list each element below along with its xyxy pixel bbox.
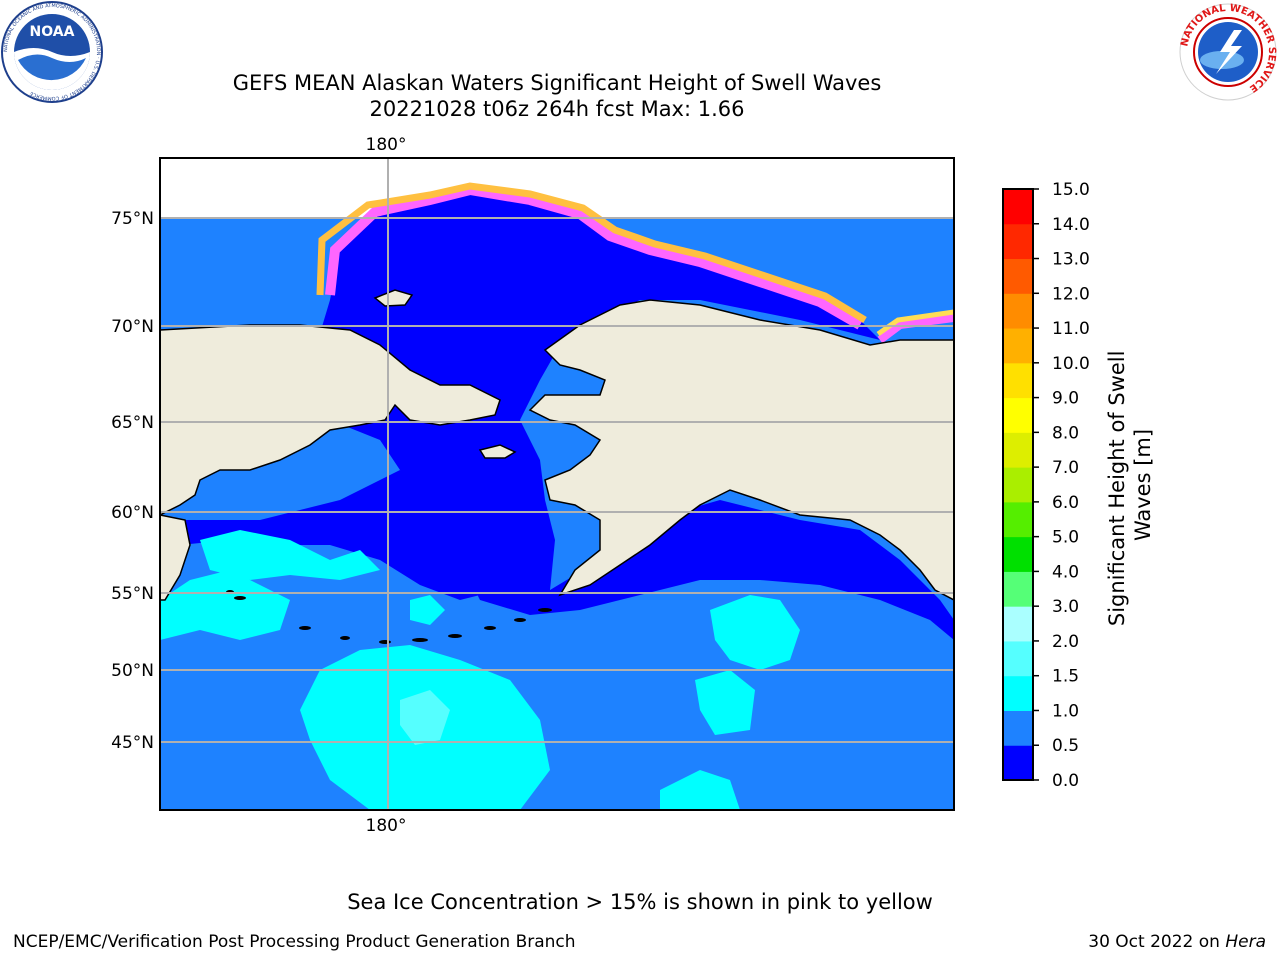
colorbar-segment (1003, 745, 1033, 781)
land-siberia (160, 324, 501, 516)
lat-label-75: 75°N (111, 209, 154, 229)
colorbar-tick-label: 2.0 (1052, 632, 1079, 652)
colorbar-segment (1003, 571, 1033, 607)
map-plot-area (160, 158, 954, 810)
ocean-swell-1.0-1.5-west2 (200, 530, 380, 580)
lat-label-70: 70°N (111, 317, 154, 337)
colorbar-tick-label: 0.5 (1052, 736, 1079, 756)
land-kamchatka (160, 514, 191, 601)
colorbar-tick-label: 0.0 (1052, 771, 1079, 791)
ocean-swell-1.0-1.5-west (160, 570, 290, 640)
ocean-swell-1.0-1.5-east (710, 595, 800, 670)
colorbar-tick-label: 4.0 (1052, 562, 1079, 582)
colorbar-segment (1003, 362, 1033, 399)
colorbar-label: Significant Height of Swell Waves [m] (1105, 344, 1155, 626)
sea-ice-band-north (325, 184, 863, 330)
colorbar-segment (1003, 501, 1033, 538)
colorbar-segment (1003, 397, 1033, 433)
colorbar-tick-label: 1.0 (1052, 701, 1079, 721)
lat-label-55: 55°N (111, 584, 154, 604)
colorbar-tick-label: 14.0 (1052, 215, 1090, 235)
sea-ice-ne-edge (876, 309, 954, 337)
land-wrangel-island (373, 289, 414, 307)
footer-date-text: 30 Oct 2022 on (1088, 932, 1226, 952)
colorbar-segment (1003, 536, 1033, 572)
colorbar-tick-label: 9.0 (1052, 389, 1079, 409)
colorbar-tick-label: 12.0 (1052, 284, 1090, 304)
colorbar-tick-label: 8.0 (1052, 423, 1079, 443)
land-alaska (528, 299, 954, 601)
colorbar-tick-label: 1.5 (1052, 667, 1079, 687)
map-gridlines (160, 158, 954, 810)
noaa-logo: NOAA NATIONAL OCEANIC AND ATMOSPHERIC AD… (1, 1, 103, 103)
colorbar-segment (1003, 432, 1033, 468)
colorbar-segment (1003, 467, 1033, 503)
colorbar-label-line1: Significant Height of Swell (1105, 351, 1129, 627)
colorbar-segment (1003, 258, 1033, 294)
map-frame (159, 157, 955, 811)
colorbar-segment (1003, 189, 1033, 225)
footer-host: Hera (1225, 932, 1266, 952)
colorbar-tick-label: 10.0 (1052, 354, 1090, 374)
colorbar-tick-label: 5.0 (1052, 528, 1079, 548)
lat-label-50: 50°N (111, 661, 154, 681)
colorbar-tick-label: 6.0 (1052, 493, 1079, 513)
colorbar-tick-label: 13.0 (1052, 250, 1090, 270)
colorbar-segment (1003, 710, 1033, 746)
ocean-swell-1.0-1.5-east2 (695, 670, 755, 735)
colorbar-segment (1003, 606, 1033, 642)
colorbar-ticks: 0.0 0.5 1.0 1.5 2.0 3.0 4.0 5.0 6.0 7.0 8.0 9.0 10.0… (1033, 180, 1090, 791)
land-st-lawrence-island (478, 444, 517, 459)
colorbar-segment (1003, 328, 1033, 364)
colorbar-tick-label: 3.0 (1052, 597, 1079, 617)
chart-title: GEFS MEAN Alaskan Waters Significant Hei… (232, 71, 882, 95)
chart-subtitle: 20221028 t06z 264h fcst Max: 1.66 (369, 97, 745, 121)
colorbar-segment (1003, 223, 1033, 260)
colorbar-segment (1003, 675, 1033, 711)
nws-logo: NATIONAL WEATHER SERVICE (1179, 3, 1277, 101)
colorbar-label-line2: Waves [m] (1131, 429, 1155, 541)
lat-label-45: 45°N (111, 733, 154, 753)
ocean-swell-0-0.5-bering (180, 470, 500, 600)
footer-credit: NCEP/EMC/Verification Post Processing Pr… (13, 932, 576, 952)
colorbar-frame (1002, 188, 1034, 781)
colorbar-tick-label: 15.0 (1052, 180, 1090, 200)
footer-date: 30 Oct 2022 on Hera (1088, 932, 1266, 952)
colorbar (1002, 188, 1034, 781)
colorbar-tick-label: 11.0 (1052, 319, 1090, 339)
ocean-swell-1.5-2.0-central (400, 690, 450, 745)
noaa-logo-text: NOAA (30, 24, 75, 40)
ocean-swell-1.0-1.5-south (660, 770, 740, 810)
ocean-swell-1.0-1.5-nw (410, 595, 445, 625)
lat-label-65: 65°N (111, 413, 154, 433)
sea-ice-note: Sea Ice Concentration > 15% is shown in … (347, 890, 933, 914)
colorbar-tick-label: 7.0 (1052, 458, 1079, 478)
lon-label-bottom: 180° (366, 816, 407, 836)
lon-label-top: 180° (366, 135, 407, 155)
colorbar-segment (1003, 640, 1033, 677)
colorbar-segment (1003, 293, 1033, 329)
lat-label-60: 60°N (111, 503, 154, 523)
sea-ice-edge-north (316, 182, 867, 324)
